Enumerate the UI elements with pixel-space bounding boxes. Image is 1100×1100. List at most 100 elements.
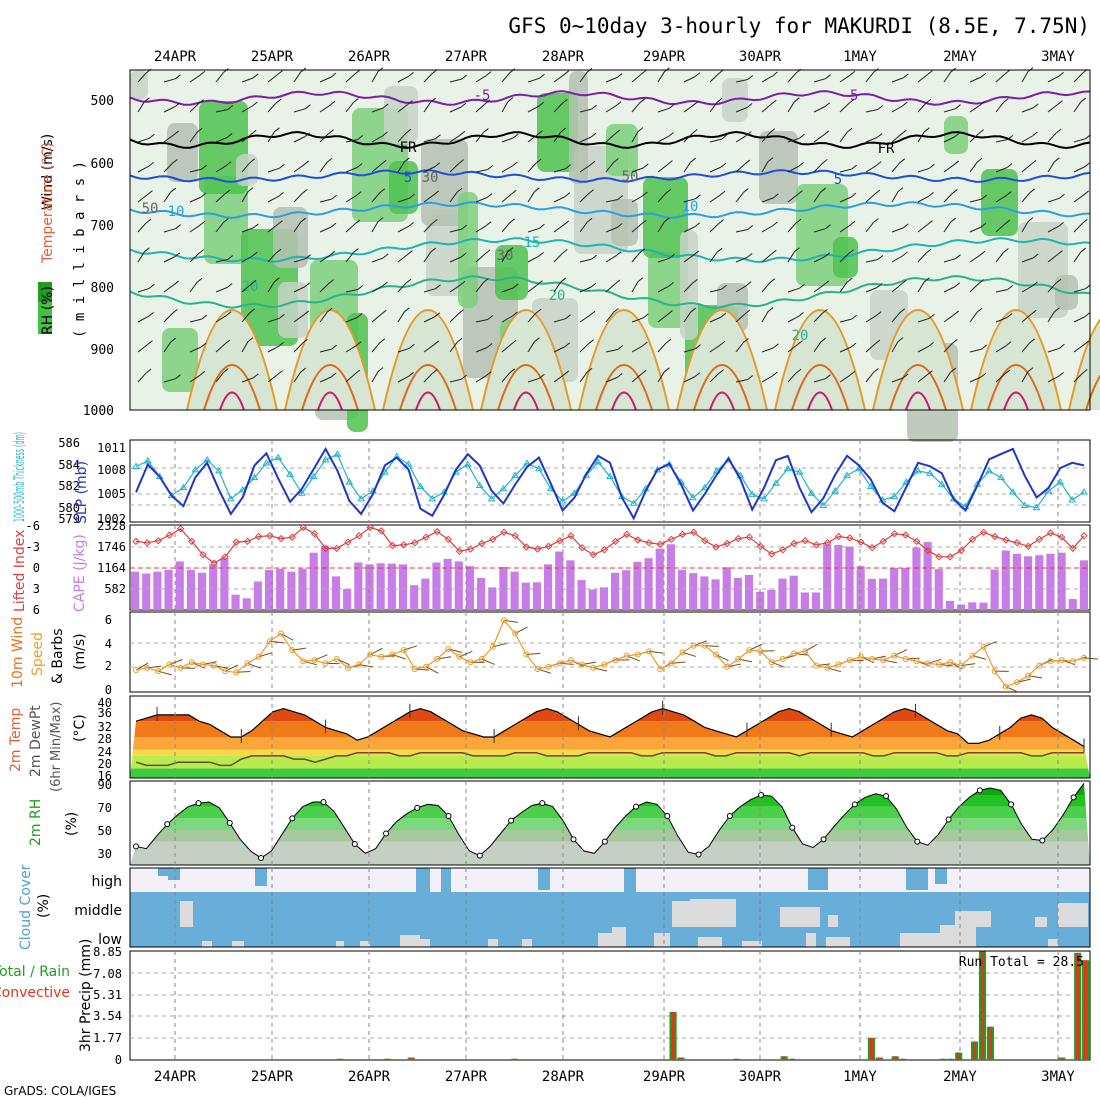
li-point [210, 559, 218, 567]
cloud-low-cell [360, 941, 370, 947]
wind-barb-flag [589, 160, 596, 166]
wind-barb [345, 73, 356, 83]
li-point [176, 525, 185, 533]
rh2m-point [351, 841, 358, 847]
wind-barb [943, 221, 952, 233]
wind-barb-flag [1027, 367, 1034, 372]
wind-barb-flag [487, 315, 494, 320]
li-point [266, 532, 274, 540]
wind-barb-flag [615, 101, 622, 107]
wind-barb-flag [247, 337, 254, 342]
wind-barb [449, 191, 458, 203]
wind-barb-flag [564, 192, 571, 198]
wind-barb-flag [560, 277, 567, 283]
cloud-middle-cell [780, 907, 820, 927]
cape-bar [276, 568, 285, 610]
wind-barb [137, 287, 150, 293]
wind-barb [215, 259, 228, 263]
wind-barb-flag [719, 340, 726, 346]
wind-barb [1047, 347, 1060, 353]
wind-barb [319, 348, 332, 353]
wind-barb [787, 344, 798, 353]
wind-barb-flag [354, 369, 361, 375]
wind-barb-flag [148, 311, 154, 317]
wind-barb [475, 319, 488, 323]
wind-barb-flag [848, 249, 854, 255]
wind-barb-flag [173, 130, 180, 136]
li-point [1057, 533, 1066, 541]
wind-barb-flag [980, 222, 987, 228]
wind-barb-flag [874, 339, 881, 345]
cape-bar [722, 567, 731, 610]
li-point [310, 529, 319, 538]
contour-label: 10 [168, 204, 185, 220]
wind-barb-flag [486, 193, 493, 198]
wind-barb-flag [770, 249, 777, 255]
wind-barb-flag [330, 372, 337, 378]
li-point [1080, 532, 1088, 540]
wind-barb [189, 196, 202, 203]
wind-barb-flag [897, 187, 904, 192]
cape-bar [544, 564, 553, 610]
label-slp: SLP (mb) [74, 461, 90, 524]
wind-barb-flag [483, 128, 489, 133]
wind-barb-flag [718, 369, 724, 375]
li-point [823, 539, 832, 547]
cloud-low-cell [806, 933, 816, 947]
wind-barb-flag [693, 100, 700, 106]
wind-barb-flag [408, 221, 414, 227]
thickness-point [215, 466, 223, 474]
wind-barb [137, 222, 147, 233]
temp-contour-minus5 [129, 90, 1091, 106]
label-2m-temp: 2m Temp [8, 708, 24, 772]
li-point [924, 546, 932, 555]
wind-barb-flag [249, 158, 256, 164]
wind-barb [475, 225, 487, 233]
wind-barb [241, 283, 252, 293]
wind-barb [631, 223, 642, 233]
wind-barb-flag [331, 194, 337, 200]
wind-barb-flag [772, 193, 779, 199]
cape-bar [488, 587, 497, 610]
wind-barb [449, 284, 461, 293]
wind-barb-flag [487, 165, 494, 170]
wind-barb [293, 221, 302, 233]
wind-barb [709, 73, 719, 83]
top-date-label: 2MAY [943, 49, 977, 65]
wind-barb-flag [512, 133, 519, 139]
wind-barb-flag [772, 71, 778, 77]
wind-barb [423, 344, 435, 353]
wind-barb [241, 255, 253, 263]
wind-barb-flag [794, 97, 800, 103]
wind10-point [824, 664, 831, 671]
wind-barb [527, 105, 539, 113]
wind-barb [345, 167, 358, 173]
wind-barb [631, 317, 644, 323]
wind-barb [865, 287, 878, 293]
wind10-point [356, 661, 363, 668]
li-point [912, 537, 921, 546]
cape-bar [856, 566, 865, 610]
wind-barb-flag [979, 100, 986, 106]
thickness-point [333, 450, 342, 457]
wind-barb-flag [694, 372, 701, 378]
wind-barb [865, 165, 877, 173]
wind-barb-flag [199, 370, 206, 376]
wind-barb [943, 193, 953, 203]
wind-barb [501, 222, 511, 233]
thickness-point [1032, 503, 1041, 511]
wind-barb [501, 165, 513, 173]
wind-barb-flag [1027, 217, 1034, 222]
wind-barb-flag [560, 127, 567, 133]
wind-barb [449, 341, 458, 353]
wind-barb [163, 228, 176, 233]
thickness-point [831, 487, 840, 494]
slp-line [135, 446, 1085, 521]
contour-label: -5 [474, 88, 491, 104]
wind-barb-flag [485, 221, 492, 227]
wind-barb [501, 287, 514, 293]
wind10-point [233, 669, 240, 676]
li-point [444, 535, 452, 544]
wind-barb [319, 198, 332, 203]
